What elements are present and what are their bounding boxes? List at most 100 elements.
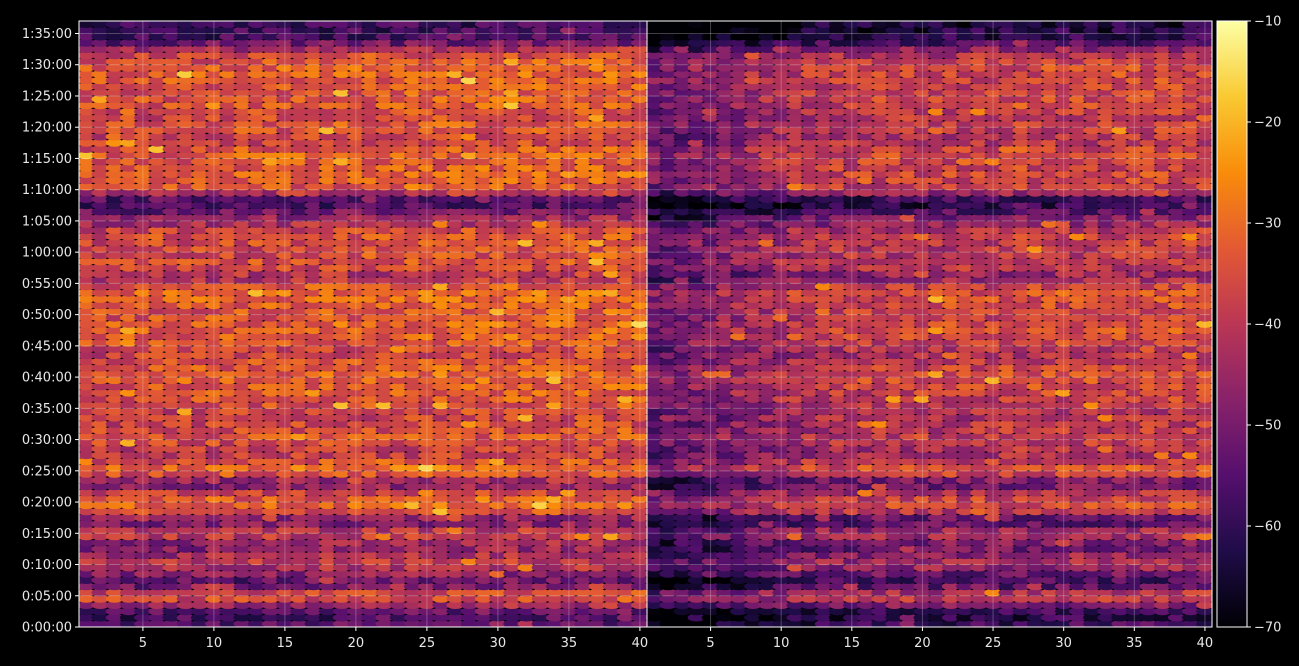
heatmap-cell: [79, 438, 95, 447]
heatmap-cell: [616, 301, 635, 310]
heatmap-cell: [631, 157, 647, 166]
heatmap-cell: [219, 382, 237, 391]
heatmap-cell: [318, 326, 337, 335]
heatmap-cell: [389, 576, 408, 584]
heatmap-cell: [489, 532, 507, 541]
heatmap-cell: [545, 64, 564, 72]
heatmap-cell: [119, 438, 138, 447]
heatmap-cell: [432, 482, 450, 491]
heatmap-cell: [588, 551, 607, 560]
heatmap-cell: [545, 495, 564, 503]
heatmap-cell: [91, 482, 110, 491]
heatmap-cell: [913, 601, 932, 609]
heatmap-cell: [560, 488, 578, 497]
heatmap-cell: [332, 51, 351, 60]
heatmap-cell: [460, 257, 479, 266]
heatmap-cell: [531, 345, 550, 353]
heatmap-cell: [602, 438, 621, 447]
heatmap-cell: [347, 26, 365, 35]
heatmap-cell: [318, 388, 337, 397]
heatmap-cell: [418, 463, 436, 472]
heatmap-cell: [1069, 545, 1087, 553]
heatmap-cell: [233, 107, 252, 116]
heatmap-cell: [261, 501, 280, 510]
heatmap-cell: [361, 157, 379, 166]
heatmap-cell: [261, 188, 280, 197]
heatmap-cell: [446, 395, 465, 403]
heatmap-cell: [503, 82, 521, 91]
heatmap-cell: [460, 295, 479, 303]
heatmap-cell: [91, 601, 110, 609]
heatmap-cell: [403, 276, 422, 285]
heatmap-cell: [375, 82, 394, 91]
heatmap-cell: [304, 45, 323, 53]
heatmap-cell: [389, 438, 408, 447]
heatmap-cell: [261, 413, 280, 422]
heatmap-cell: [318, 413, 337, 422]
heatmap-cell: [489, 501, 507, 510]
heatmap-cell: [432, 388, 450, 397]
heatmap-cell: [332, 545, 351, 553]
heatmap-cell: [148, 563, 166, 572]
heatmap-cell: [899, 507, 918, 516]
heatmap-cell: [673, 582, 692, 591]
heatmap-cell: [247, 582, 266, 591]
heatmap-cell: [290, 282, 308, 291]
heatmap-cell: [318, 401, 337, 410]
heatmap-cell: [1182, 551, 1200, 560]
heatmap-cell: [701, 551, 720, 560]
heatmap-cell: [616, 470, 635, 478]
heatmap-cell: [332, 426, 351, 435]
heatmap-cell: [190, 107, 209, 116]
heatmap-cell: [474, 601, 493, 609]
heatmap-cell: [489, 420, 507, 428]
heatmap-cell: [474, 238, 493, 247]
heatmap-cell: [1182, 563, 1200, 572]
heatmap-cell: [517, 620, 536, 627]
heatmap-cell: [998, 563, 1016, 572]
heatmap-cell: [176, 457, 195, 466]
heatmap-cell: [119, 76, 138, 85]
heatmap-cell: [574, 107, 592, 116]
heatmap-cell: [276, 39, 294, 47]
heatmap-cell: [205, 551, 223, 560]
heatmap-cell: [247, 320, 266, 328]
heatmap-cell: [517, 226, 536, 235]
heatmap-cell: [460, 613, 479, 622]
heatmap-cell: [304, 620, 323, 627]
heatmap-cell: [489, 95, 507, 103]
heatmap-cell: [560, 70, 578, 78]
heatmap-cell: [631, 263, 647, 272]
heatmap-cell: [574, 363, 592, 372]
heatmap-cell: [503, 163, 521, 172]
heatmap-cell: [219, 51, 237, 60]
heatmap-cell: [105, 51, 124, 60]
heatmap-cell: [446, 207, 465, 216]
heatmap-cell: [503, 513, 521, 522]
heatmap-cell: [403, 163, 422, 172]
heatmap-cell: [531, 457, 550, 466]
heatmap-cell: [503, 226, 521, 235]
heatmap-cell: [1153, 513, 1172, 522]
heatmap-cell: [332, 363, 351, 372]
heatmap-cell: [531, 313, 550, 322]
heatmap-cell: [998, 545, 1016, 553]
heatmap-cell: [361, 501, 379, 510]
heatmap-cell: [631, 388, 647, 397]
heatmap-cell: [503, 526, 521, 535]
heatmap-cell: [332, 220, 351, 228]
heatmap-cell: [418, 213, 436, 222]
heatmap-cell: [560, 182, 578, 191]
heatmap-cell: [304, 276, 323, 285]
heatmap-cell: [304, 232, 323, 241]
heatmap-cell: [233, 463, 252, 472]
heatmap-cell: [474, 126, 493, 135]
heatmap-cell: [318, 76, 337, 85]
heatmap-cell: [119, 463, 138, 472]
heatmap-cell: [432, 607, 450, 616]
heatmap-cell: [772, 557, 790, 566]
heatmap-cell: [474, 570, 493, 578]
heatmap-cell: [190, 563, 209, 572]
heatmap-cell: [205, 451, 223, 460]
heatmap-cell: [673, 620, 692, 627]
